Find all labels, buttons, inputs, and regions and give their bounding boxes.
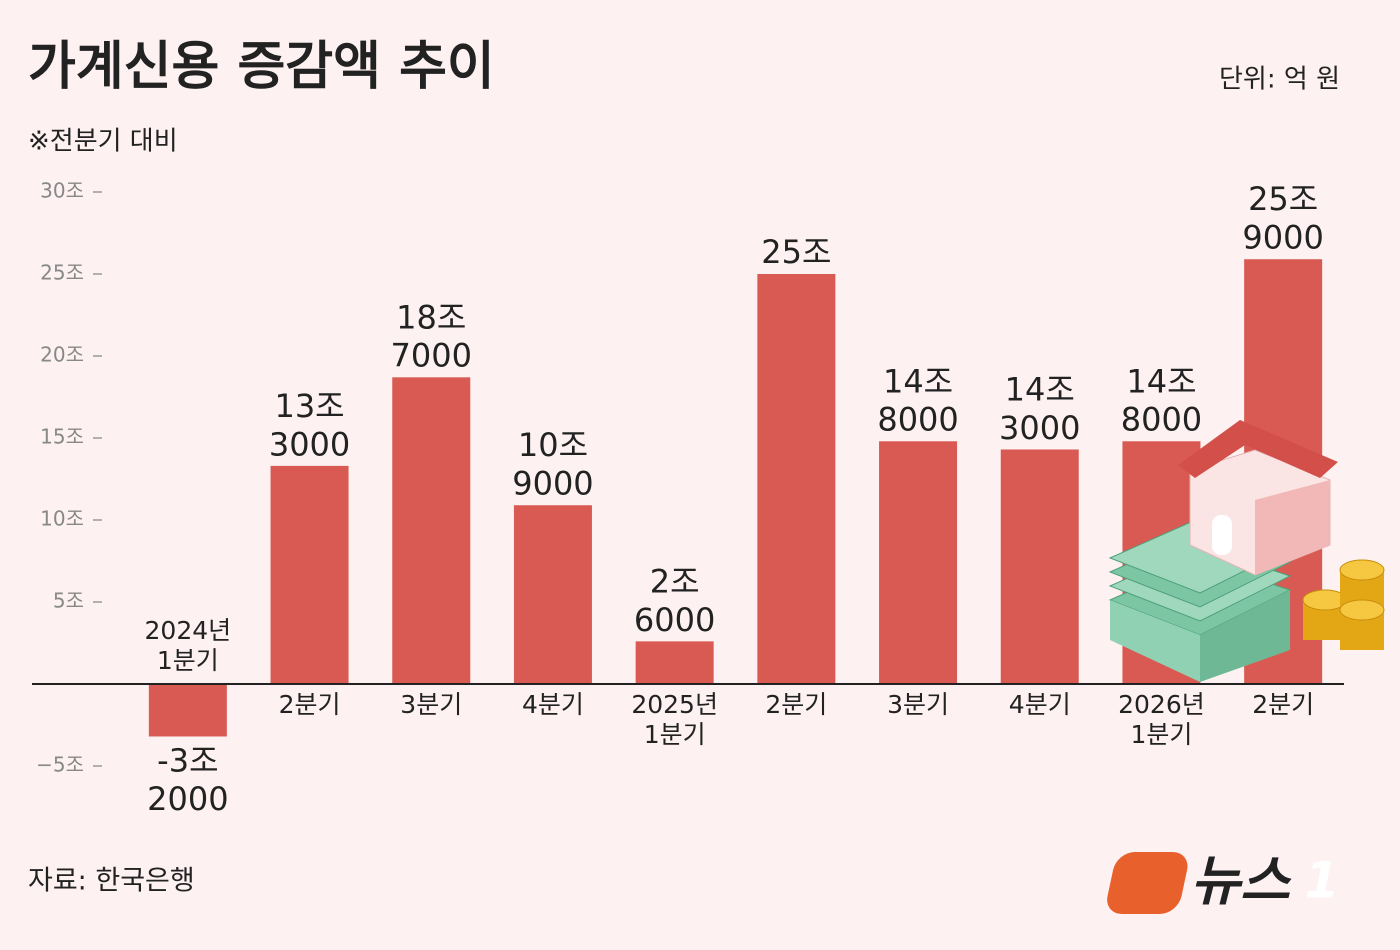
value-label: 14조 3000 [999, 370, 1080, 446]
illustration [1108, 420, 1385, 682]
logo-mark: 1 [1305, 852, 1340, 910]
chart-title: 가계신용 증감액 추이 [28, 37, 495, 97]
x-tick-label: 4분기 [522, 690, 584, 719]
money-front [1110, 600, 1200, 682]
x-tick-label: 2024년 1분기 [145, 616, 232, 675]
unit-label: 단위: 억 원 [1219, 65, 1340, 95]
money-side [1200, 590, 1290, 682]
x-tick-label: 2분기 [765, 690, 827, 719]
logo-text: 뉴스 [1191, 850, 1293, 913]
y-tick-label: −5조 [36, 753, 84, 777]
bar [757, 274, 836, 684]
house-side [1255, 480, 1330, 575]
x-tick-label: 3분기 [400, 690, 462, 719]
value-label: -3조 2000 [147, 741, 228, 817]
value-label: 2조 6000 [634, 562, 715, 638]
x-tick-label: 2026년 1분기 [1118, 690, 1205, 749]
logo: 뉴스 1 [1107, 850, 1340, 914]
value-label: 25조 9000 [1242, 180, 1323, 256]
y-tick-label: 10조 [40, 507, 84, 531]
value-label: 25조 [761, 233, 831, 271]
y-tick-label: 30조 [40, 179, 84, 203]
bar [879, 441, 958, 684]
bar [635, 641, 714, 684]
bar [148, 684, 227, 737]
house-roof [1178, 420, 1338, 478]
x-tick-label: 3분기 [887, 690, 949, 719]
source: 자료: 한국은행 [28, 866, 195, 897]
y-tick-label: 15조 [40, 425, 84, 449]
x-tick-label: 2분기 [1252, 690, 1314, 719]
value-label: 14조 8000 [877, 362, 958, 438]
coin-top [1339, 559, 1385, 581]
bar [1000, 449, 1079, 684]
y-tick-label: 5조 [53, 589, 84, 613]
value-label: 18조 7000 [391, 298, 472, 374]
x-tick-label: 4분기 [1009, 690, 1071, 719]
subtitle: ※전분기 대비 [28, 127, 178, 157]
logo-badge [1107, 852, 1188, 914]
value-label: 10조 9000 [512, 426, 593, 502]
bar [392, 377, 471, 684]
x-tick-label: 2분기 [279, 690, 341, 719]
x-tick-label: 2025년 1분기 [631, 690, 718, 749]
house-door [1212, 515, 1232, 555]
value-label: 14조 8000 [1121, 362, 1202, 438]
y-tick-label: 20조 [40, 343, 84, 367]
bar [513, 505, 592, 684]
value-label: 13조 3000 [269, 387, 350, 463]
y-tick-label: 25조 [40, 261, 84, 285]
coin-top [1339, 599, 1385, 621]
bar [270, 465, 349, 684]
